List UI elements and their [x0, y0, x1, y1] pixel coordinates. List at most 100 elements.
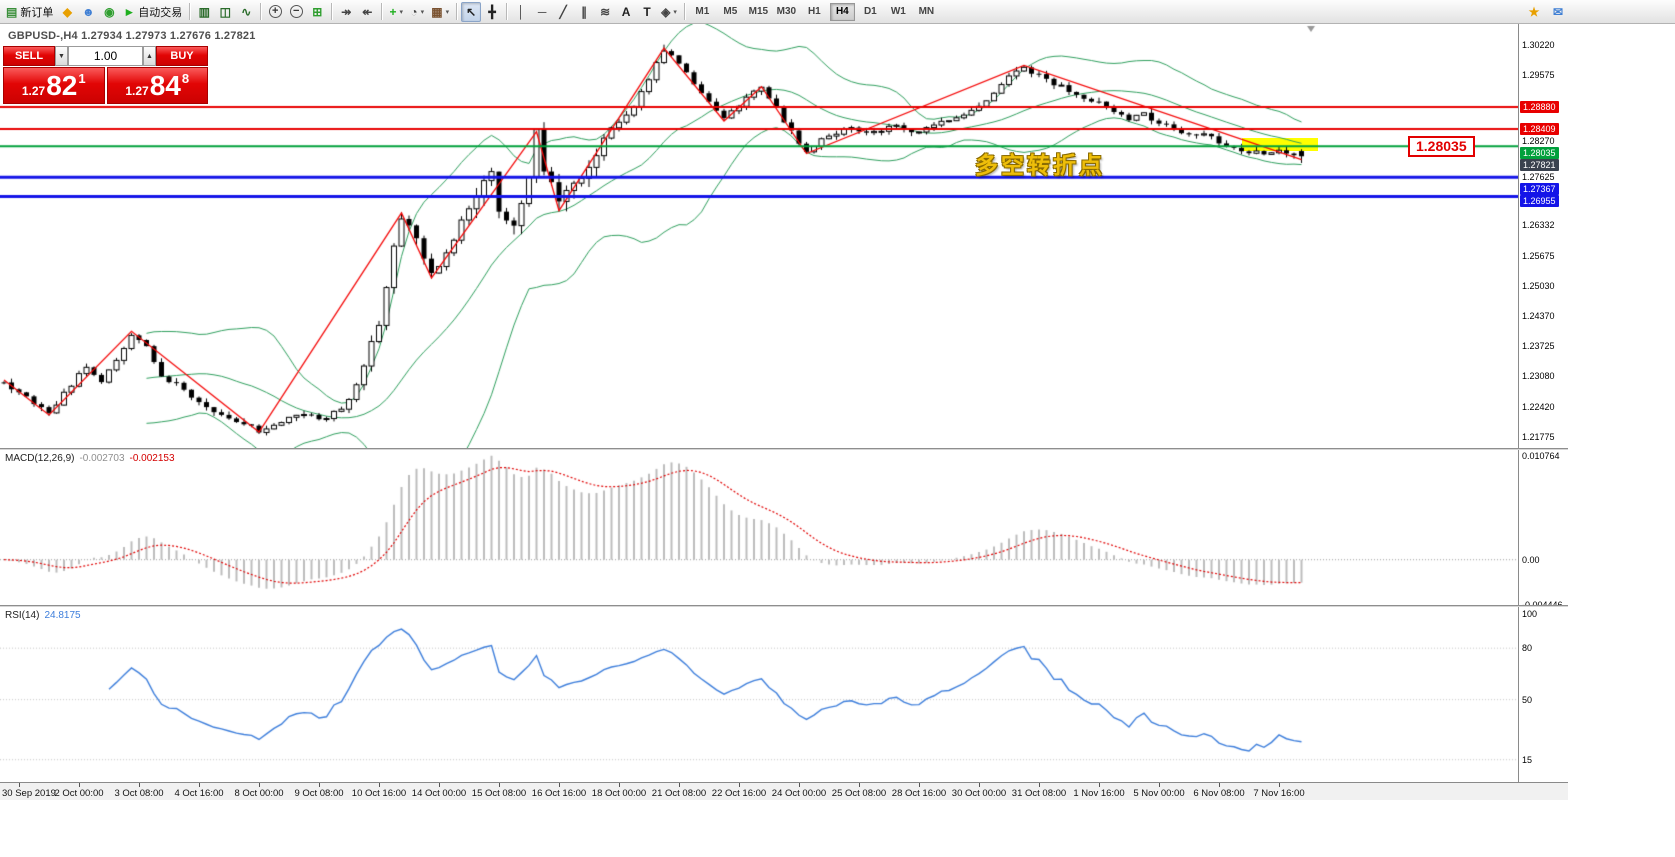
zoom-out-icon[interactable]: −	[286, 2, 306, 22]
timeframe-h4-button[interactable]: H4	[829, 2, 855, 21]
price-chart-canvas[interactable]	[0, 24, 1518, 448]
shapes-icon[interactable]: ◈ ▾	[658, 2, 680, 22]
time-axis-tick	[1099, 783, 1100, 787]
timeframe-m15-button[interactable]: M15	[748, 6, 769, 17]
rsi-canvas[interactable]	[0, 607, 1518, 782]
sell-button[interactable]: SELL	[3, 46, 55, 66]
time-axis-tick	[199, 783, 200, 787]
price-scale-label: 1.25675	[1522, 251, 1555, 261]
time-axis-tick	[79, 783, 80, 787]
macd-scale-axis[interactable]: 0.010764 0.00 -0.004446	[1518, 450, 1568, 605]
new-order-icon: ▤	[6, 4, 18, 19]
toolbar-separator	[456, 3, 458, 20]
price-scale-label: 1.27367	[1520, 183, 1559, 195]
bar-chart-icon[interactable]: ▥	[194, 2, 214, 22]
crosshair-icon: ╋	[488, 4, 496, 19]
zoom-in-icon: +	[268, 5, 282, 18]
price-chart-panel: GBPUSD-,H4 1.27934 1.27973 1.27676 1.278…	[0, 24, 1568, 448]
time-axis-label: 2 Oct 00:00	[54, 788, 104, 799]
candlestick-chart-icon[interactable]: ◫	[215, 2, 235, 22]
crosshair-icon[interactable]: ╋	[482, 2, 502, 22]
time-axis-label: 10 Oct 16:00	[351, 788, 407, 799]
tile-windows-icon[interactable]: ⊞	[307, 2, 327, 22]
timeframe-m30-button[interactable]: M30	[776, 6, 797, 17]
price-scale-label: 1.28880	[1520, 101, 1559, 113]
panel-splitter[interactable]	[0, 605, 1568, 607]
buy-price-button[interactable]: 1.27 84 8	[106, 67, 208, 104]
price-scale-label: 1.29575	[1522, 70, 1555, 80]
whatsnew-icon[interactable]: ★	[1524, 2, 1544, 22]
chart-shift-icon[interactable]: ↞	[357, 2, 377, 22]
timeframe-m1-button[interactable]: M1	[695, 6, 710, 17]
time-axis-tick	[1159, 783, 1160, 787]
time-axis-label: 4 Oct 16:00	[174, 788, 224, 799]
tile-windows-icon: ⊞	[312, 4, 323, 19]
price-scale-axis[interactable]: 1.30220 1.29575 1.28880 1.28409 1.28270 1.280…	[1518, 24, 1568, 448]
alerts-icon[interactable]: ◆	[57, 2, 77, 22]
price-scale-label: 1.27821	[1520, 159, 1559, 171]
line-chart-icon: ∿	[241, 4, 252, 19]
new-order-button[interactable]: ▤ 新订单	[3, 2, 56, 22]
timeframe-d1-button[interactable]: D1	[863, 6, 877, 17]
price-scale-label: 1.27625	[1522, 172, 1555, 182]
templates-icon[interactable]: ▦ ▾	[428, 2, 452, 22]
chat-icon[interactable]: ✉	[1548, 2, 1568, 22]
line-chart-icon[interactable]: ∿	[236, 2, 256, 22]
volume-decrease-button[interactable]: ▼	[55, 46, 68, 66]
trendline-icon[interactable]: ╱	[553, 2, 573, 22]
channel-icon: ∥	[581, 4, 588, 19]
community-icon[interactable]: ☻	[78, 2, 98, 22]
timeframe-h1-button[interactable]: H1	[807, 6, 821, 17]
shapes-icon: ◈	[661, 4, 671, 19]
dropdown-arrow-icon[interactable]: ▾	[420, 8, 425, 16]
time-axis-tick	[559, 783, 560, 787]
fibonacci-icon[interactable]: ≋	[595, 2, 615, 22]
time-axis-tick	[619, 783, 620, 787]
volume-input[interactable]	[68, 46, 143, 66]
autotrading-button[interactable]: ► 自动交易	[120, 2, 185, 22]
sell-price-sup: 1	[78, 71, 86, 86]
price-scale-label: 1.28270	[1522, 136, 1555, 146]
time-axis-label: 1 Nov 16:00	[1073, 788, 1125, 799]
time-axis-tick	[1219, 783, 1220, 787]
toolbar-separator	[260, 3, 262, 20]
buy-price-big: 84	[149, 70, 181, 102]
cursor-icon[interactable]: ↖	[461, 1, 482, 22]
sell-price-button[interactable]: 1.27 82 1	[3, 67, 105, 104]
time-axis-tick	[499, 783, 500, 787]
timeframe-mn-button[interactable]: MN	[918, 6, 935, 17]
panel-splitter[interactable]	[0, 448, 1568, 450]
time-axis-tick	[1039, 783, 1040, 787]
time-axis[interactable]: 30 Sep 2019 2 Oct 00:00 3 Oct 08:00 4 Oct 1…	[0, 782, 1568, 800]
auto-scroll-icon[interactable]: ↠	[336, 2, 356, 22]
label-icon[interactable]: T	[637, 2, 657, 22]
volume-increase-button[interactable]: ▲	[143, 46, 156, 66]
price-annotation-box[interactable]: 1.28035	[1408, 136, 1475, 157]
time-axis-label: 25 Oct 08:00	[831, 788, 887, 799]
indicators-icon[interactable]: + ▾	[386, 2, 406, 22]
sell-price-big: 82	[46, 70, 78, 102]
horizontal-line-icon[interactable]: ─	[532, 2, 552, 22]
time-axis-label: 15 Oct 08:00	[471, 788, 527, 799]
sounds-icon[interactable]: ◉	[99, 2, 119, 22]
turning-point-annotation[interactable]: 多空转折点	[975, 152, 1105, 178]
buy-button[interactable]: BUY	[156, 46, 208, 66]
dropdown-arrow-icon[interactable]: ▾	[673, 8, 677, 16]
toolbar-separator	[189, 3, 191, 20]
text-icon[interactable]: A	[616, 2, 636, 22]
channel-icon[interactable]: ∥	[574, 2, 594, 22]
rsi-scale-label: 15	[1522, 755, 1533, 765]
timeframe-m5-button[interactable]: M5	[723, 6, 738, 17]
horizontal-line-icon: ─	[537, 4, 547, 19]
dropdown-arrow-icon[interactable]: ▾	[445, 8, 450, 16]
rsi-scale-axis[interactable]: 100 80 50 15	[1518, 607, 1568, 782]
macd-canvas[interactable]	[0, 450, 1518, 605]
vertical-line-icon[interactable]: │	[511, 2, 531, 22]
rsi-panel: RSI(14) 24.8175 100 80 50 15	[0, 607, 1568, 782]
dropdown-arrow-icon[interactable]: ▾	[399, 8, 403, 16]
zoom-in-icon[interactable]: +	[265, 2, 285, 22]
label-icon: T	[643, 4, 651, 19]
candlestick-chart-icon: ◫	[219, 4, 231, 19]
timeframe-w1-button[interactable]: W1	[890, 6, 906, 17]
periods-icon[interactable]: ◔ ▾	[407, 2, 427, 22]
